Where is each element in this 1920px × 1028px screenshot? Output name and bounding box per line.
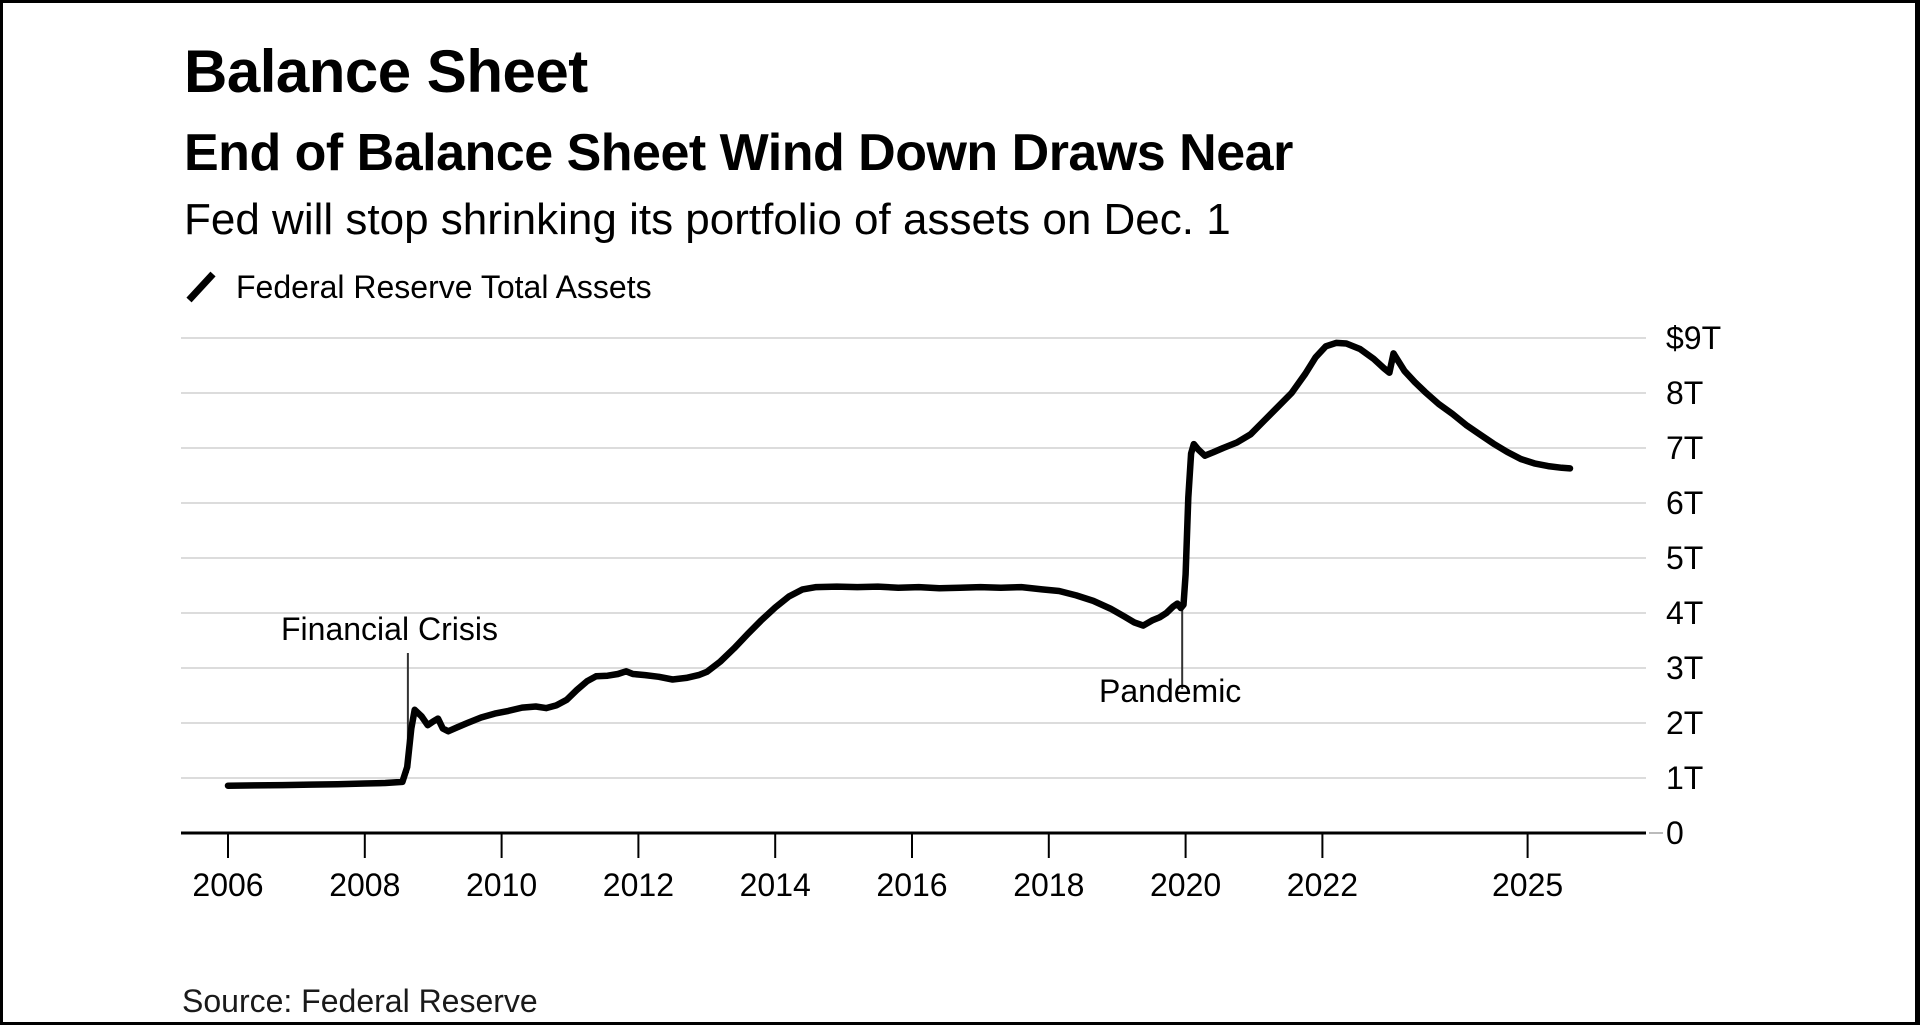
legend-label: Federal Reserve Total Assets	[236, 268, 652, 305]
annotation-financial-crisis: Financial Crisis	[281, 611, 498, 647]
y-axis-label: 4T	[1666, 595, 1703, 631]
y-axis-label: 6T	[1666, 485, 1703, 521]
line-chart: $9T 8T 7T 6T 5T 4T 3T 2T 1T 0 2006 2008 2010 2012 2014…	[181, 320, 1721, 903]
legend: Federal Reserve Total Assets	[184, 269, 1293, 306]
x-axis-label: 2016	[876, 867, 947, 903]
chart-subtitle: Fed will stop shrinking its portfolio of…	[184, 195, 1231, 245]
data-line-federal-reserve-total-assets	[224, 339, 1574, 789]
x-axis-label: 2018	[1013, 867, 1084, 903]
y-axis-label: 1T	[1666, 760, 1703, 796]
y-axis-label: 3T	[1666, 650, 1703, 686]
y-axis-label: 2T	[1666, 705, 1703, 741]
x-axis-label: 2022	[1287, 867, 1358, 903]
y-axis-label: 0	[1666, 815, 1684, 851]
chart-title: End of Balance Sheet Wind Down Draws Nea…	[184, 124, 1293, 182]
y-axis-label: $9T	[1666, 320, 1721, 356]
source-note: Source: Federal Reserve	[182, 983, 538, 1019]
x-axis-label: 2010	[466, 867, 537, 903]
y-axis-label: 5T	[1666, 540, 1703, 576]
annotation-pandemic: Pandemic	[1099, 673, 1242, 709]
x-axis-label: 2025	[1492, 867, 1563, 903]
x-axis-label: 2008	[329, 867, 400, 903]
chart-kicker: Balance Sheet	[184, 38, 588, 105]
x-axis-label: 2014	[740, 867, 811, 903]
chart-header: Balance Sheet End of Balance Sheet Wind …	[184, 39, 1293, 306]
x-axis-label: 2012	[603, 867, 674, 903]
x-axis-label: 2020	[1150, 867, 1221, 903]
legend-line-icon	[186, 271, 216, 303]
y-axis-label: 8T	[1666, 375, 1703, 411]
y-axis-label: 7T	[1666, 430, 1703, 466]
x-axis-label: 2006	[192, 867, 263, 903]
